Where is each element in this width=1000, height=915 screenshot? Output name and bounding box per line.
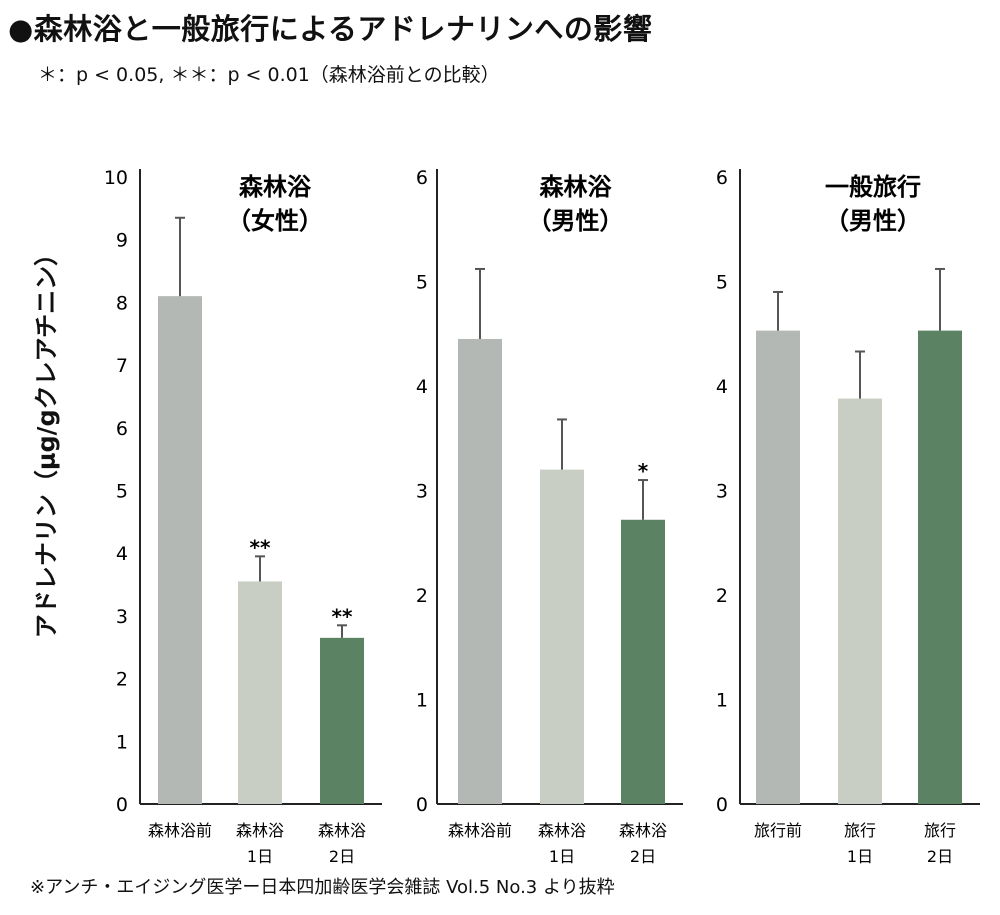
bar <box>540 469 584 804</box>
bar <box>158 296 202 804</box>
significance-mark: * <box>638 459 649 483</box>
bar <box>838 398 882 804</box>
figure-title: ●森林浴と一般旅行によるアドレナリンへの影響 <box>8 12 653 46</box>
significance-note: ＊：p < 0.05, ＊＊：p < 0.01（森林浴前との比較） <box>38 64 500 86</box>
panel-title: （男性） <box>825 207 921 235</box>
panel-title: 一般旅行 <box>825 173 921 201</box>
y-tick-label: 5 <box>416 272 428 294</box>
y-tick-label: 4 <box>116 543 128 565</box>
bar <box>238 581 282 804</box>
y-tick-label: 6 <box>416 167 428 189</box>
x-category-label: 森林浴 <box>236 821 284 840</box>
bar <box>458 338 502 804</box>
bar <box>918 330 962 804</box>
y-tick-label: 1 <box>716 690 728 712</box>
y-tick-label: 4 <box>716 376 728 398</box>
y-tick-label: 8 <box>116 292 128 314</box>
x-category-label: 2日 <box>329 847 355 866</box>
source-note: ※アンチ・エイジング医学ー日本四加齢医学会雑誌 Vol.5 No.3 より抜粋 <box>30 877 615 898</box>
x-category-label: 森林浴 <box>318 821 366 840</box>
y-tick-label: 6 <box>716 167 728 189</box>
y-tick-label: 3 <box>416 481 428 503</box>
y-tick-label: 9 <box>116 230 128 252</box>
y-tick-label: 3 <box>716 481 728 503</box>
x-category-label: 2日 <box>630 847 656 866</box>
y-tick-label: 0 <box>416 794 428 816</box>
x-category-label: 森林浴 <box>538 821 586 840</box>
x-category-label: 旅行 <box>844 821 876 840</box>
x-category-label: 森林浴前 <box>448 821 512 840</box>
y-tick-label: 7 <box>116 355 128 377</box>
y-tick-label: 5 <box>116 481 128 503</box>
significance-mark: ** <box>332 604 353 628</box>
y-tick-label: 6 <box>116 418 128 440</box>
significance-mark: ** <box>250 535 271 559</box>
y-tick-label: 1 <box>416 690 428 712</box>
y-tick-label: 2 <box>116 669 128 691</box>
x-category-label: 1日 <box>549 847 575 866</box>
y-tick-label: 10 <box>104 167 128 189</box>
x-category-label: 旅行前 <box>754 821 802 840</box>
bar <box>320 637 364 804</box>
y-tick-label: 1 <box>116 731 128 753</box>
y-tick-label: 2 <box>416 585 428 607</box>
x-category-label: 2日 <box>927 847 953 866</box>
x-category-label: 森林浴 <box>619 821 667 840</box>
x-category-label: 1日 <box>247 847 273 866</box>
bar <box>756 330 800 804</box>
y-tick-label: 3 <box>116 606 128 628</box>
panel-title: 森林浴 <box>540 173 613 201</box>
y-tick-label: 0 <box>116 794 128 816</box>
y-tick-label: 0 <box>716 794 728 816</box>
x-category-label: 旅行 <box>924 821 956 840</box>
x-category-label: 1日 <box>847 847 873 866</box>
y-tick-label: 4 <box>416 376 428 398</box>
x-category-label: 森林浴前 <box>148 821 212 840</box>
panel-title: 森林浴 <box>239 173 312 201</box>
bar <box>621 519 665 804</box>
y-tick-label: 5 <box>716 272 728 294</box>
y-tick-label: 2 <box>716 585 728 607</box>
panel-title: （女性） <box>227 207 323 235</box>
panel-title: （男性） <box>528 207 624 235</box>
